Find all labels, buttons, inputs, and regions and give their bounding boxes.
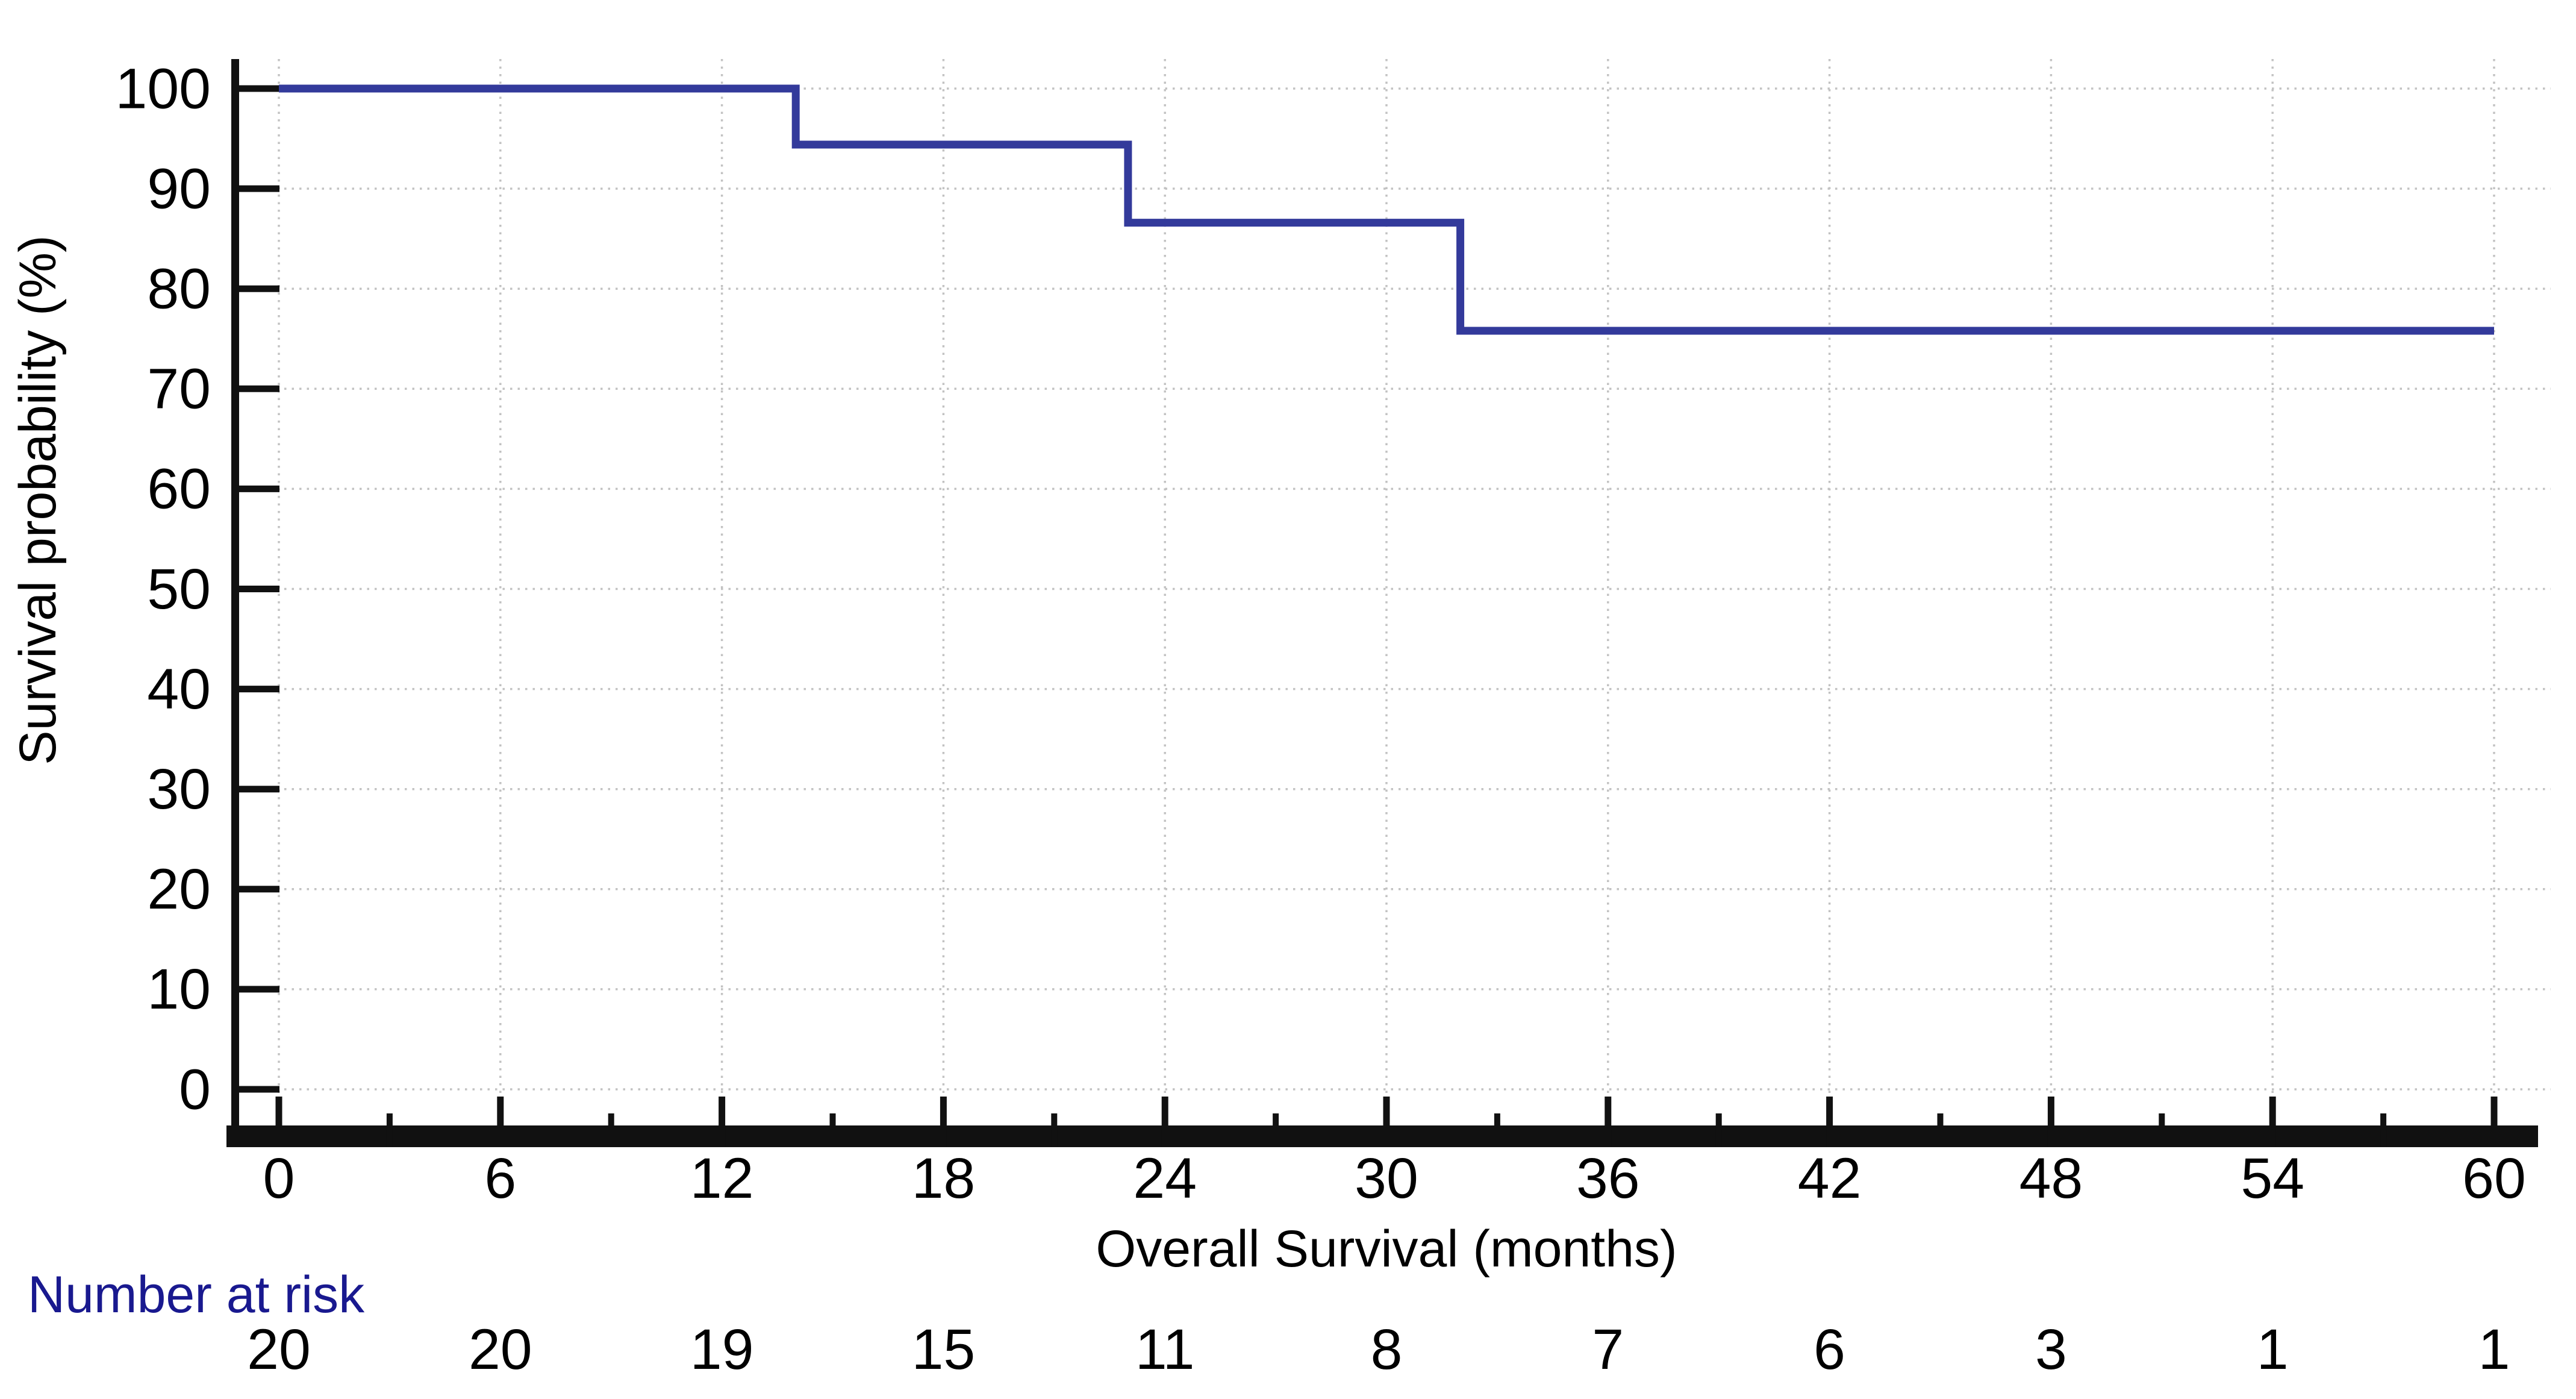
x-tick-label-36: 36 [1576,1147,1640,1210]
x-tick-label-60: 60 [2462,1147,2526,1210]
x-tick-label-24: 24 [1133,1147,1197,1210]
y-tick-label-40: 40 [147,657,211,721]
x-axis-title: Overall Survival (months) [1096,1220,1677,1278]
y-tick-label-60: 60 [147,457,211,521]
risk-count-month-42: 6 [1813,1318,1845,1382]
x-axis-ticks [275,1097,2498,1147]
risk-count-month-36: 7 [1592,1318,1624,1382]
risk-count-month-48: 3 [2035,1318,2067,1382]
risk-count-month-12: 19 [690,1318,754,1382]
y-axis-title: Survival probability (%) [9,235,67,765]
number-at-risk-row: 20 20 19 15 11 8 7 6 3 1 1 [247,1318,2510,1382]
x-tick-label-6: 6 [484,1147,516,1210]
number-at-risk-label: Number at risk [28,1266,365,1324]
x-axis: 0 6 12 18 24 30 36 42 48 54 60 [226,1097,2538,1210]
y-tick-label-50: 50 [147,557,211,621]
risk-count-month-60: 1 [2478,1318,2510,1382]
y-tick-label-100: 100 [115,57,211,120]
x-tick-label-48: 48 [2019,1147,2083,1210]
survival-curve [279,84,2494,335]
y-tick-label-30: 30 [147,757,211,821]
y-axis-ticks [235,85,279,1093]
x-axis-tick-labels: 0 6 12 18 24 30 36 42 48 54 60 [263,1147,2526,1210]
risk-count-month-6: 20 [469,1318,532,1382]
y-tick-label-70: 70 [147,357,211,421]
x-tick-label-54: 54 [2241,1147,2304,1210]
y-tick-label-80: 80 [147,257,211,321]
risk-count-month-54: 1 [2257,1318,2289,1382]
risk-count-month-0: 20 [247,1318,311,1382]
y-tick-label-0: 0 [179,1057,211,1121]
risk-count-month-30: 8 [1371,1318,1403,1382]
x-tick-label-18: 18 [912,1147,976,1210]
y-tick-label-90: 90 [147,157,211,221]
risk-count-month-24: 11 [1135,1318,1195,1382]
x-tick-label-30: 30 [1355,1147,1418,1210]
risk-count-month-18: 15 [912,1318,976,1382]
y-tick-label-10: 10 [147,957,211,1021]
x-tick-label-0: 0 [263,1147,295,1210]
x-tick-label-42: 42 [1798,1147,1862,1210]
y-tick-label-20: 20 [147,857,211,921]
x-tick-label-12: 12 [690,1147,754,1210]
